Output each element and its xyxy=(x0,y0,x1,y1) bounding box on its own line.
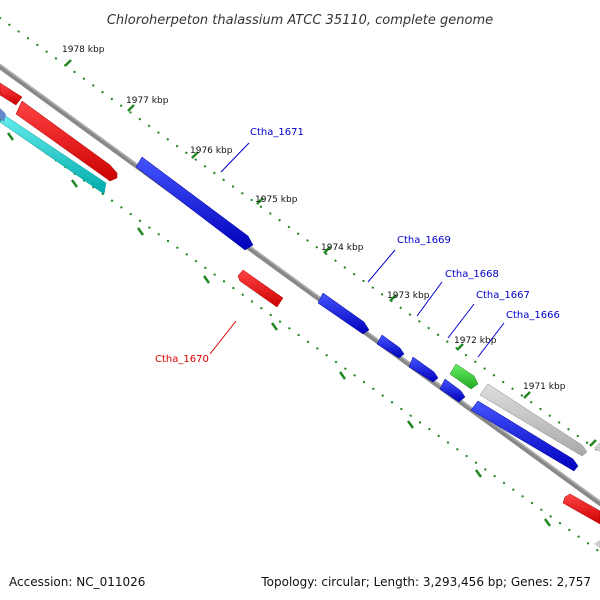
gene-ctha-1666[interactable] xyxy=(439,378,466,403)
gene-label-ctha-1670[interactable]: Ctha_1670 xyxy=(155,354,209,365)
gene-highlight-green[interactable] xyxy=(449,363,479,390)
gene-label-ctha-1667[interactable]: Ctha_1667 xyxy=(476,290,530,301)
genome-summary: Topology: circular; Length: 3,293,456 bp… xyxy=(260,575,591,589)
gene-ctha-1670[interactable] xyxy=(237,269,284,308)
gene-ctha-1671[interactable] xyxy=(135,156,254,251)
outer-tick-marks xyxy=(64,59,597,447)
tick-label-1972: 1972 kbp xyxy=(454,336,497,346)
gene-pseudo-grey-edge[interactable] xyxy=(594,442,600,452)
gene-reverse-topleft-2[interactable] xyxy=(15,100,118,182)
gene-rna-cyan-edge xyxy=(0,108,6,122)
tick-label-1971: 1971 kbp xyxy=(523,382,566,392)
gene-label-group-1667: Ctha_1667 xyxy=(447,290,530,339)
gene-label-group-1671: Ctha_1671 xyxy=(220,127,304,173)
tick-dots-inner xyxy=(0,118,600,554)
gene-label-ctha-1669[interactable]: Ctha_1669 xyxy=(397,235,451,246)
gene-label-ctha-1666[interactable]: Ctha_1666 xyxy=(506,310,560,321)
tick-label-1976: 1976 kbp xyxy=(190,146,233,156)
tick-label-1975: 1975 kbp xyxy=(255,195,298,205)
accession-label: Accession: NC_011026 xyxy=(9,575,145,589)
gene-label-group-1666: Ctha_1666 xyxy=(477,310,560,358)
gene-ctha-1667[interactable] xyxy=(408,356,439,383)
gene-label-ctha-1668[interactable]: Ctha_1668 xyxy=(445,269,499,280)
tick-label-1977: 1977 kbp xyxy=(126,96,169,106)
gene-reverse-bottomright[interactable] xyxy=(562,493,600,525)
gene-ctha-1668[interactable] xyxy=(376,334,405,359)
map-title: Chloroherpeton thalassium ATCC 35110, co… xyxy=(107,13,493,28)
gene-reverse-edge-grey xyxy=(594,540,600,548)
genome-backbone xyxy=(0,63,600,507)
tick-label-1978: 1978 kbp xyxy=(62,45,105,55)
gene-forward-blue-long[interactable] xyxy=(470,400,579,472)
tick-label-1974: 1974 kbp xyxy=(321,243,364,253)
gene-ctha-1669[interactable] xyxy=(317,292,370,335)
gene-label-ctha-1671[interactable]: Ctha_1671 xyxy=(250,127,304,138)
inner-tick-track xyxy=(0,118,600,554)
gene-pseudo-grey[interactable] xyxy=(479,383,588,457)
inner-tick-marks xyxy=(6,132,552,527)
gene-label-group-1668: Ctha_1668 xyxy=(416,269,499,317)
gene-reverse-topleft-1[interactable] xyxy=(0,82,23,106)
gene-label-group-1669: Ctha_1669 xyxy=(367,235,451,283)
gene-label-group-1670: Ctha_1670 xyxy=(155,320,237,365)
tick-label-1973: 1973 kbp xyxy=(387,291,430,301)
tick-dots-outer xyxy=(0,16,600,454)
outer-tick-track xyxy=(0,16,600,454)
